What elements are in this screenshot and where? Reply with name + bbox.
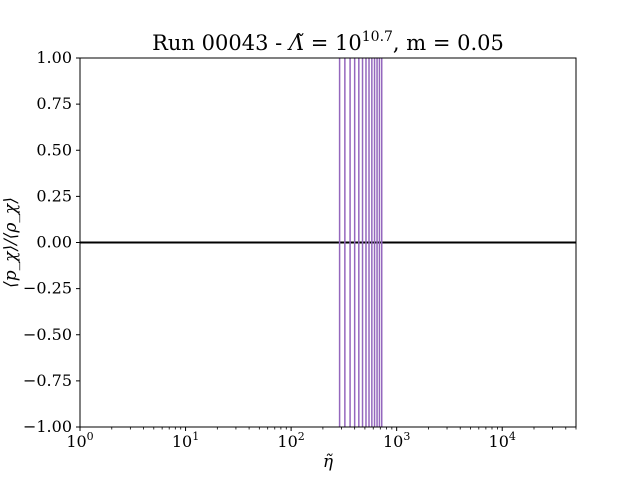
y-tick-label-7: −0.75: [23, 371, 72, 390]
title-equals-ten: = 10: [304, 31, 362, 55]
y-tick-label-4: 0.00: [36, 233, 72, 252]
series-layer: [80, 58, 576, 427]
y-tick-label-2: 0.50: [36, 140, 72, 159]
ticks-layer: 1.00 0.75 0.50 0.25 0.00 −0.25 −0.50 −0.75 −1.00…: [23, 48, 577, 451]
x-tick-label-2: 102: [277, 430, 304, 451]
y-tick-label-0: 1.00: [36, 48, 72, 67]
x-tick-label-3: 103: [383, 430, 410, 451]
y-tick-label-6: −0.50: [23, 325, 72, 344]
y-tick-label-3: 0.25: [36, 186, 72, 205]
title-m-part: , m = 0.05: [393, 31, 504, 55]
y-axis-label: ⟨p_χ⟩/⟨ρ_χ⟩: [1, 197, 21, 288]
x-tick-label-0: 100: [66, 430, 93, 451]
plot-frame: [79, 57, 577, 428]
title-lambda: Λ̃: [287, 31, 304, 55]
y-tick-label-1: 0.75: [36, 94, 72, 113]
title-lambda-exponent: 10.7: [362, 29, 393, 45]
y-tick-label-5: −0.25: [23, 279, 72, 298]
x-tick-label-1: 101: [172, 430, 199, 451]
title-prefix: Run 00043 -: [152, 31, 289, 55]
y-tick-label-8: −1.00: [23, 417, 72, 436]
x-tick-label-4: 104: [489, 430, 516, 451]
x-axis-label: η̃: [323, 452, 334, 472]
chart-title: Run 00043 - Λ̃ = 1010.7, m = 0.05: [152, 29, 504, 55]
